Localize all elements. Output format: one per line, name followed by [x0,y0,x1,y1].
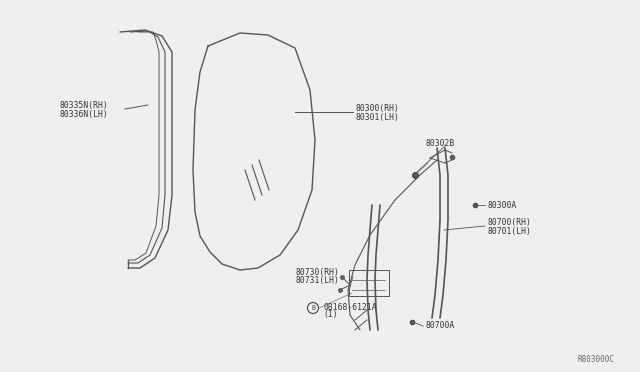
Text: R803000C: R803000C [578,356,615,365]
Text: 80301(LH): 80301(LH) [355,112,399,122]
Text: B: B [311,305,315,311]
Text: 80335N(RH): 80335N(RH) [60,100,109,109]
Text: 08168-6121A: 08168-6121A [323,302,376,311]
Text: 80700A: 80700A [425,321,454,330]
FancyBboxPatch shape [349,270,389,296]
Text: 80300(RH): 80300(RH) [355,103,399,112]
Text: 80700(RH): 80700(RH) [487,218,531,227]
Text: 80300A: 80300A [487,201,516,209]
Text: 80731(LH): 80731(LH) [296,276,340,285]
Text: 80336N(LH): 80336N(LH) [60,109,109,119]
Text: 80302B: 80302B [425,138,454,148]
Text: (I): (I) [323,311,338,320]
Text: 80701(LH): 80701(LH) [487,227,531,235]
Text: 80730(RH): 80730(RH) [296,267,340,276]
